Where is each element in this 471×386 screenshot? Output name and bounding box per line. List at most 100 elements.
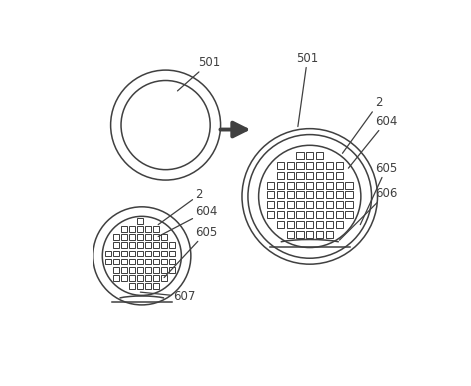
Bar — [345, 181, 353, 189]
Bar — [267, 181, 274, 189]
Bar — [122, 274, 127, 281]
Bar — [146, 283, 151, 289]
Bar — [162, 274, 167, 281]
Bar — [114, 242, 119, 249]
Bar — [316, 211, 323, 218]
Bar — [277, 221, 284, 228]
Bar — [154, 267, 159, 273]
Bar — [296, 201, 303, 208]
Bar — [316, 152, 323, 159]
Text: 604: 604 — [349, 115, 398, 168]
Bar — [306, 172, 313, 179]
Bar — [105, 251, 111, 256]
Bar — [122, 242, 127, 249]
Bar — [138, 227, 143, 232]
Bar — [122, 259, 127, 264]
Bar — [306, 181, 313, 189]
Bar — [154, 227, 159, 232]
Bar — [146, 234, 151, 240]
Bar — [277, 191, 284, 198]
Bar — [277, 172, 284, 179]
Text: 606: 606 — [340, 187, 398, 240]
Text: 607: 607 — [140, 290, 195, 303]
Bar — [306, 211, 313, 218]
Bar — [130, 267, 135, 273]
Bar — [267, 191, 274, 198]
Bar — [326, 162, 333, 169]
Bar — [336, 162, 343, 169]
Bar — [316, 221, 323, 228]
Bar — [277, 201, 284, 208]
Bar — [138, 267, 143, 273]
Bar — [138, 283, 143, 289]
Bar — [306, 191, 313, 198]
Bar — [296, 162, 303, 169]
Bar — [296, 191, 303, 198]
Bar — [114, 259, 119, 264]
Bar — [105, 259, 111, 264]
Bar — [154, 283, 159, 289]
Bar — [345, 201, 353, 208]
Bar — [286, 201, 294, 208]
Bar — [316, 172, 323, 179]
Bar — [154, 242, 159, 249]
Bar — [326, 201, 333, 208]
Bar — [286, 172, 294, 179]
Bar — [114, 274, 119, 281]
Bar — [336, 181, 343, 189]
Bar — [296, 152, 303, 159]
Text: 501: 501 — [296, 52, 318, 127]
Bar — [326, 172, 333, 179]
Bar — [286, 211, 294, 218]
Bar — [138, 242, 143, 249]
Bar — [286, 191, 294, 198]
Bar — [296, 211, 303, 218]
Bar — [114, 251, 119, 256]
Bar — [138, 259, 143, 264]
Bar — [326, 230, 333, 238]
Bar — [286, 221, 294, 228]
Bar — [326, 181, 333, 189]
Bar — [130, 251, 135, 256]
Bar — [277, 181, 284, 189]
Bar — [326, 211, 333, 218]
Bar — [162, 259, 167, 264]
Bar — [326, 221, 333, 228]
Text: 605: 605 — [164, 225, 218, 278]
Bar — [306, 201, 313, 208]
Bar — [138, 251, 143, 256]
Bar — [114, 234, 119, 240]
Bar — [170, 251, 175, 256]
Bar — [316, 181, 323, 189]
Bar — [296, 172, 303, 179]
Bar — [296, 181, 303, 189]
Bar — [154, 259, 159, 264]
Bar — [138, 234, 143, 240]
Bar — [146, 242, 151, 249]
Bar — [154, 234, 159, 240]
Bar — [130, 227, 135, 232]
Bar — [114, 267, 119, 273]
Bar — [316, 201, 323, 208]
Bar — [162, 267, 167, 273]
Bar — [316, 230, 323, 238]
Bar — [170, 267, 175, 273]
Bar — [130, 234, 135, 240]
Bar — [138, 218, 143, 224]
Bar — [154, 274, 159, 281]
Bar — [277, 162, 284, 169]
Bar — [130, 242, 135, 249]
Bar — [306, 152, 313, 159]
Bar — [122, 234, 127, 240]
Bar — [286, 230, 294, 238]
Bar — [267, 201, 274, 208]
Bar — [170, 259, 175, 264]
Bar — [122, 251, 127, 256]
Bar — [306, 162, 313, 169]
Text: 605: 605 — [360, 162, 398, 225]
Bar — [336, 172, 343, 179]
Bar — [336, 211, 343, 218]
Bar — [130, 283, 135, 289]
Bar — [336, 191, 343, 198]
Text: 2: 2 — [342, 96, 382, 153]
